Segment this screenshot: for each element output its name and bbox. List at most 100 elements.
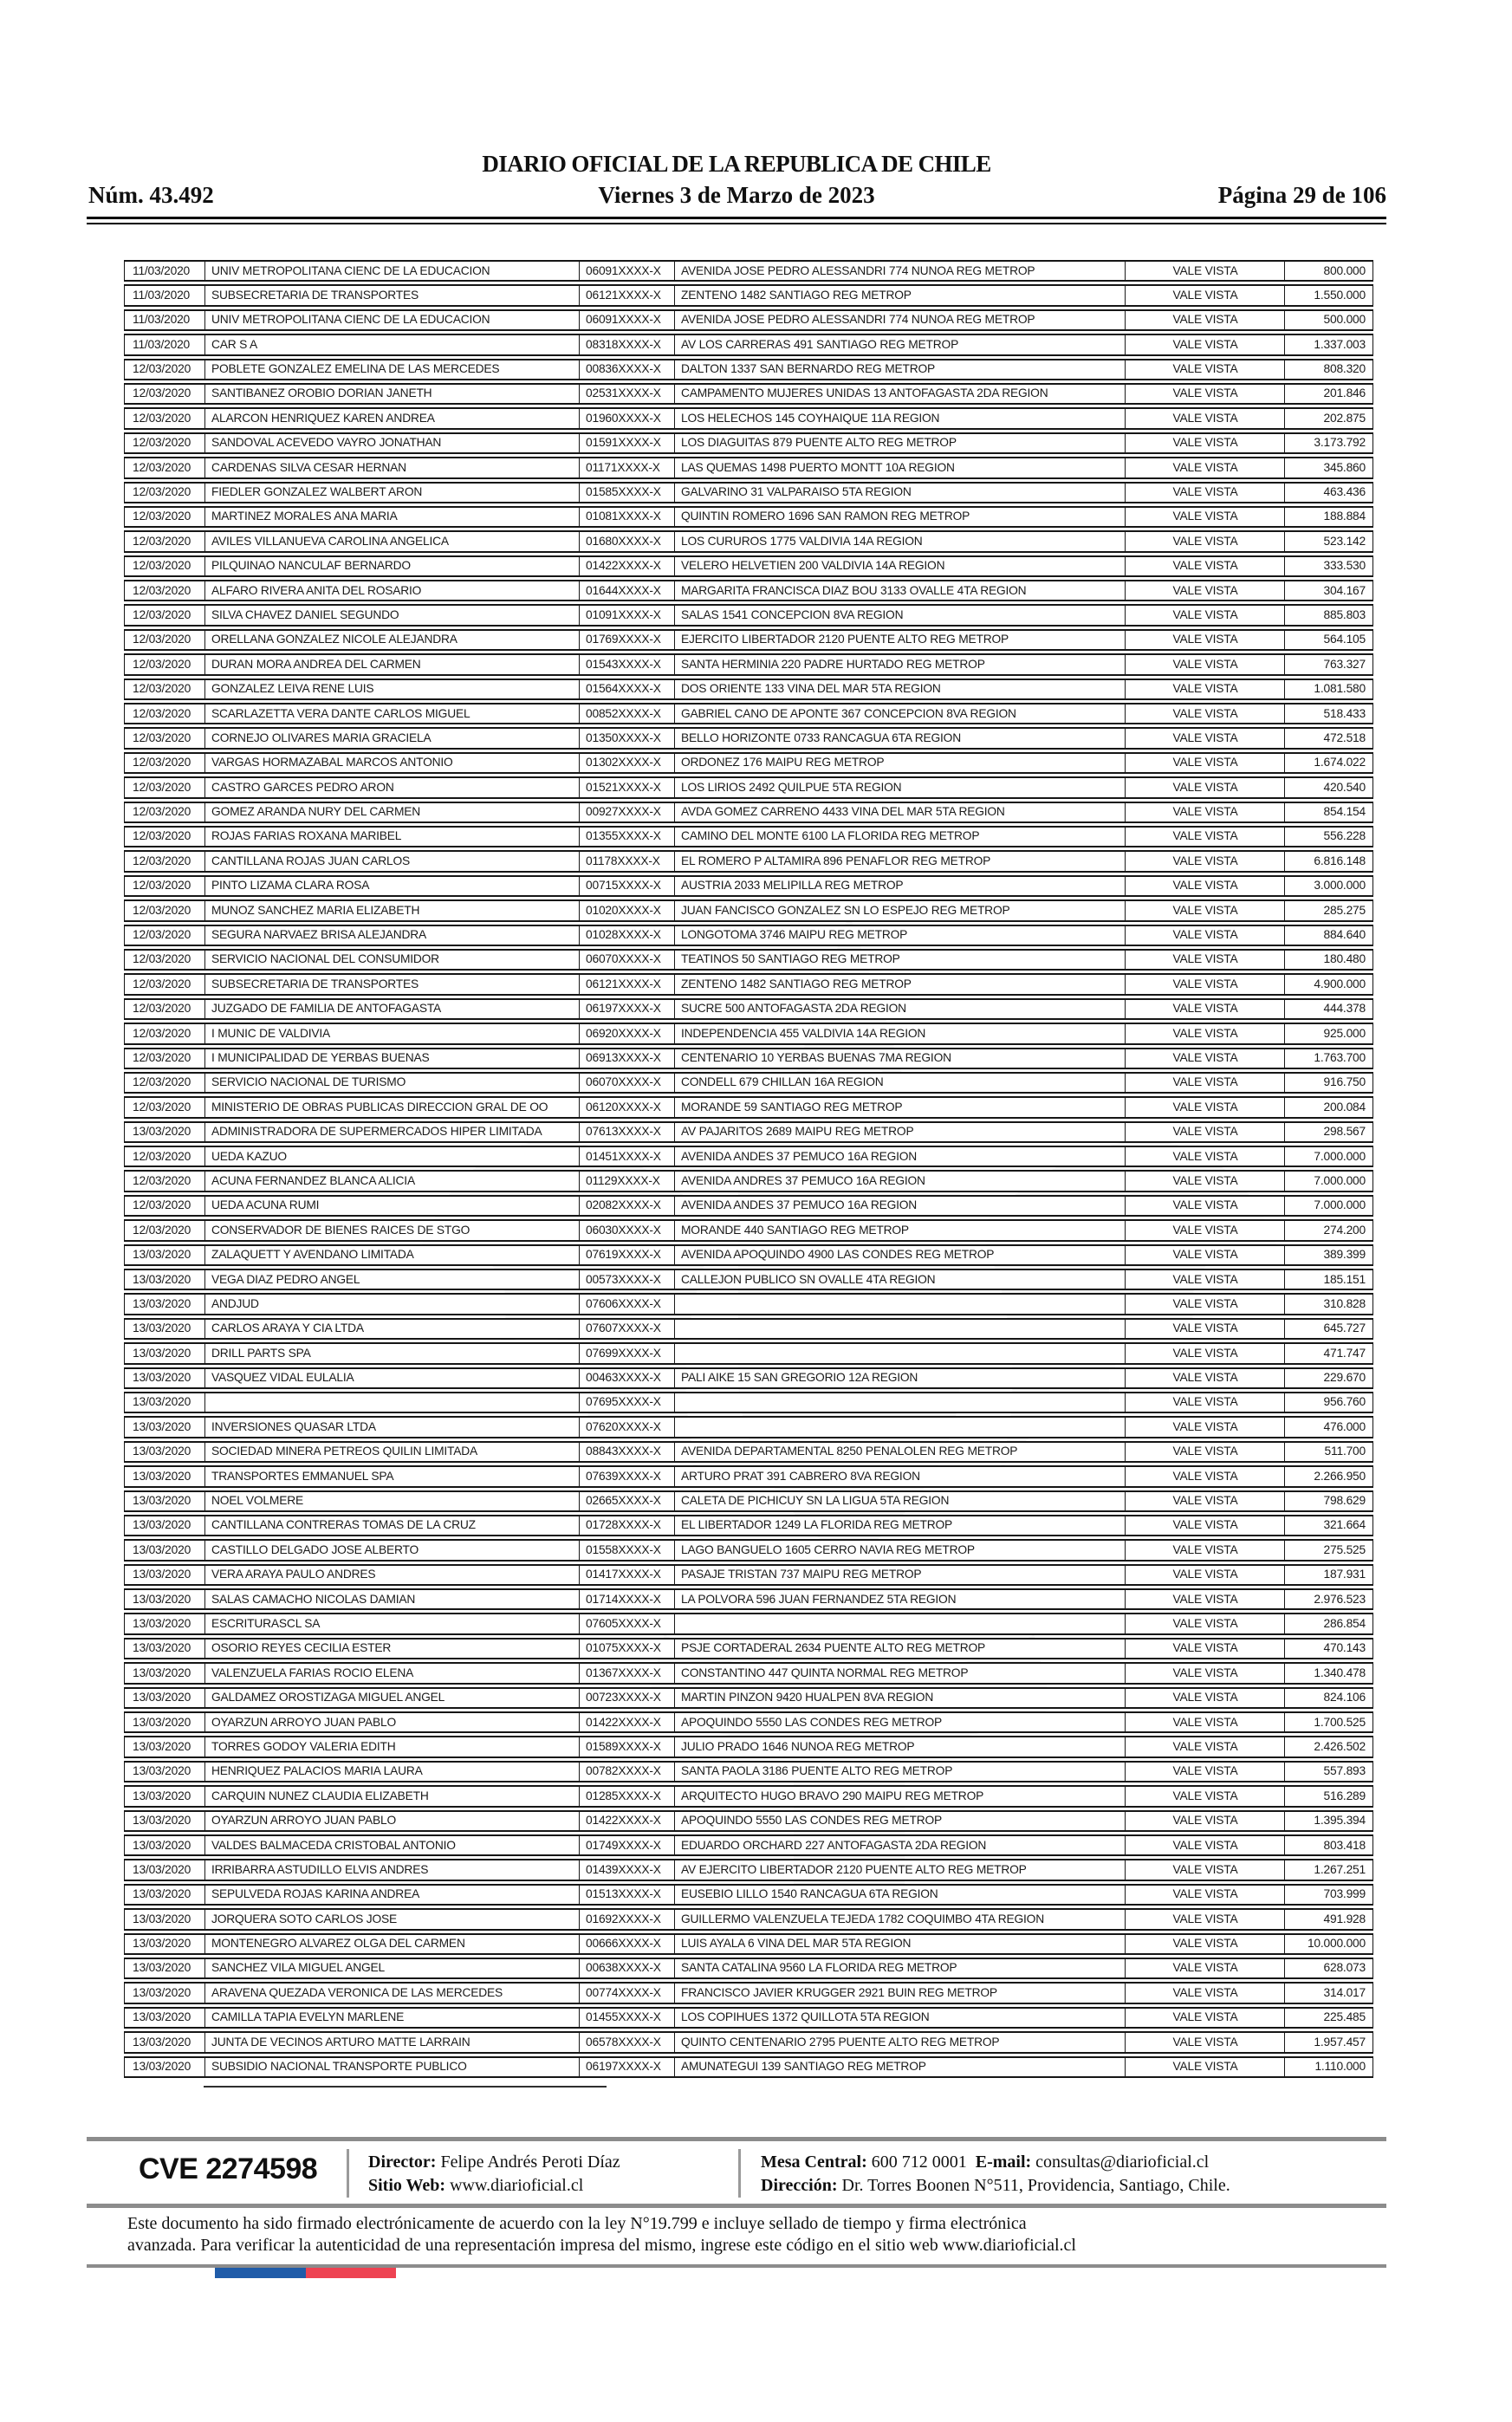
cell-address: MORANDE 59 SANTIAGO REG METROP [675,1098,1126,1117]
cell-address: DOS ORIENTE 133 VINA DEL MAR 5TA REGION [675,679,1126,699]
cell-date: 13/03/2020 [125,1295,205,1314]
cell-rut: 01422XXXX-X [580,1713,675,1732]
cell-beneficiary: FIEDLER GONZALEZ WALBERT ARON [205,483,580,502]
cell-address: AVENIDA APOQUINDO 4900 LAS CONDES REG ME… [675,1245,1126,1265]
cell-beneficiary: CARQUIN NUNEZ CLAUDIA ELIZABETH [205,1787,580,1806]
cell-beneficiary: GALDAMEZ OROSTIZAGA MIGUEL ANGEL [205,1688,580,1708]
cell-beneficiary: GOMEZ ARANDA NURY DEL CARMEN [205,802,580,821]
table-row: 13/03/2020 SANCHEZ VILA MIGUEL ANGEL 00638… [124,1957,1373,1980]
table-row: 13/03/2020 INVERSIONES QUASAR LTDA 07620XX… [124,1416,1373,1438]
cell-rut: 01178XXXX-X [580,852,675,871]
email-address: consultas@diarioficial.cl [1035,2153,1210,2172]
cell-rut: 01585XXXX-X [580,483,675,502]
header-second-line: Núm. 43.492 Viernes 3 de Marzo de 2023 P… [87,181,1386,210]
cell-amount: 470.143 [1323,1641,1366,1655]
cell-date: 13/03/2020 [125,1368,205,1387]
mesa-label: Mesa Central: [761,2153,867,2172]
cell-amount: 463.436 [1323,485,1366,499]
cell-rut: 01302XXXX-X [580,753,675,773]
cell-address: AUSTRIA 2033 MELIPILLA REG METROP [675,876,1126,896]
cell-date: 12/03/2020 [125,532,205,551]
table-row: 12/03/2020 AVILES VILLANUEVA CAROLINA ANG… [124,530,1373,553]
cell-amount: 7.000.000 [1314,1198,1366,1212]
cell-address: CENTENARIO 10 YERBAS BUENAS 7MA REGION [675,1049,1126,1068]
cell-rut: 01644XXXX-X [580,581,675,601]
cell-amount: 1.957.457 [1314,2035,1366,2049]
cell-date: 13/03/2020 [125,1934,205,1953]
cell-date: 13/03/2020 [125,2033,205,2052]
cell-address: EL LIBERTADOR 1249 LA FLORIDA REG METROP [675,1516,1126,1536]
cell-address: INDEPENDENCIA 455 VALDIVIA 14A REGION [675,1024,1126,1043]
cell-date: 12/03/2020 [125,458,205,477]
cell-doc-type: VALE VISTA [1126,1467,1285,1486]
cell-date: 13/03/2020 [125,1958,205,1978]
cell-date: 12/03/2020 [125,1073,205,1093]
cell-date: 13/03/2020 [125,1344,205,1363]
cell-doc-type: VALE VISTA [1126,1270,1285,1289]
cell-address: AVENIDA ANDRES 37 PEMUCO 16A REGION [675,1172,1126,1191]
cell-beneficiary: SEGURA NARVAEZ BRISA ALEJANDRA [205,925,580,945]
chile-flag-bar [215,2268,396,2278]
cell-address: PASAJE TRISTAN 737 MAIPU REG METROP [675,1565,1126,1585]
cell-date: 13/03/2020 [125,1442,205,1462]
cell-date: 13/03/2020 [125,1614,205,1633]
director-line: Director: Felipe Andrés Peroti Díaz [368,2151,620,2174]
cell-address: LA POLVORA 596 JUAN FERNANDEZ 5TA REGION [675,1590,1126,1609]
cell-doc-type: VALE VISTA [1126,975,1285,994]
header-double-rule [87,217,1386,224]
cell-doc-type: VALE VISTA [1126,458,1285,477]
cell-amount: 10.000.000 [1307,1937,1366,1951]
table-row: 13/03/2020 SUBSIDIO NACIONAL TRANSPORTE P… [124,2055,1373,2078]
cell-beneficiary: SANTIBANEZ OROBIO DORIAN JANETH [205,384,580,404]
cell-address: QUINTO CENTENARIO 2795 PUENTE ALTO REG M… [675,2033,1126,2052]
cell-address: LAS QUEMAS 1498 PUERTO MONTT 10A REGION [675,458,1126,477]
cell-address: JUAN FANCISCO GONZALEZ SN LO ESPEJO REG … [675,901,1126,920]
direccion-label: Dirección: [761,2176,838,2195]
cell-beneficiary: CARDENAS SILVA CESAR HERNAN [205,458,580,477]
cell-amount: 798.629 [1323,1494,1366,1508]
cell-beneficiary: SANDOVAL ACEVEDO VAYRO JONATHAN [205,433,580,453]
cell-amount: 3.173.792 [1314,436,1366,450]
cell-address: EUSEBIO LILLO 1540 RANCAGUA 6TA REGION [675,1885,1126,1905]
cell-date: 13/03/2020 [125,1787,205,1806]
cell-amount: 185.151 [1323,1272,1366,1286]
table-row: 11/03/2020 SUBSECRETARIA DE TRANSPORTES 06… [124,284,1373,307]
table-row: 13/03/2020 HENRIQUEZ PALACIOS MARIA LAURA… [124,1760,1373,1783]
cell-amount: 7.000.000 [1314,1149,1366,1163]
cell-amount: 916.750 [1323,1075,1366,1089]
cell-address: VELERO HELVETIEN 200 VALDIVIA 14A REGION [675,556,1126,576]
table-row: 13/03/2020 OYARZUN ARROYO JUAN PABLO 01422… [124,1809,1373,1832]
cell-beneficiary: POBLETE GONZALEZ EMELINA DE LAS MERCEDES [205,360,580,379]
cell-address: GUILLERMO VALENZUELA TEJEDA 1782 COQUIMB… [675,1910,1126,1929]
table-row: 12/03/2020 GONZALEZ LEIVA RENE LUIS 01564X… [124,678,1373,701]
cell-doc-type: VALE VISTA [1126,1221,1285,1240]
table-row: 12/03/2020 CANTILLANA ROJAS JUAN CARLOS 01… [124,850,1373,873]
cell-beneficiary: JORQUERA SOTO CARLOS JOSE [205,1910,580,1929]
cell-beneficiary: CAMILLA TAPIA EVELYN MARLENE [205,2008,580,2028]
footer-divider-1 [347,2149,349,2198]
cell-doc-type: VALE VISTA [1126,1319,1285,1339]
cell-amount: 285.275 [1323,903,1366,917]
cell-amount: 274.200 [1323,1223,1366,1237]
cell-beneficiary: CANTILLANA ROJAS JUAN CARLOS [205,852,580,871]
cell-amount: 885.803 [1323,607,1366,621]
cell-beneficiary: CANTILLANA CONTRERAS TOMAS DE LA CRUZ [205,1516,580,1536]
cell-doc-type: VALE VISTA [1126,778,1285,797]
cell-address: AVDA GOMEZ CARRENO 4433 VINA DEL MAR 5TA… [675,802,1126,821]
cell-beneficiary [205,1393,580,1412]
cell-amount: 6.816.148 [1314,854,1366,867]
cell-beneficiary: UNIV METROPOLITANA CIENC DE LA EDUCACION [205,262,580,281]
cell-rut: 07695XXXX-X [580,1393,675,1412]
cell-date: 12/03/2020 [125,802,205,821]
cell-date: 12/03/2020 [125,581,205,601]
cell-address: ZENTENO 1482 SANTIAGO REG METROP [675,286,1126,305]
table-bottom-partial-line [204,2086,607,2088]
cell-doc-type: VALE VISTA [1126,1565,1285,1585]
cell-rut: 00573XXXX-X [580,1270,675,1289]
legal-line-2: avanzada. Para verificar la autenticidad… [127,2236,1076,2255]
flag-red-segment [306,2268,396,2278]
cell-date: 12/03/2020 [125,1049,205,1068]
cell-doc-type: VALE VISTA [1126,483,1285,502]
cell-date: 11/03/2020 [125,335,205,354]
cell-rut: 06091XXXX-X [580,262,675,281]
